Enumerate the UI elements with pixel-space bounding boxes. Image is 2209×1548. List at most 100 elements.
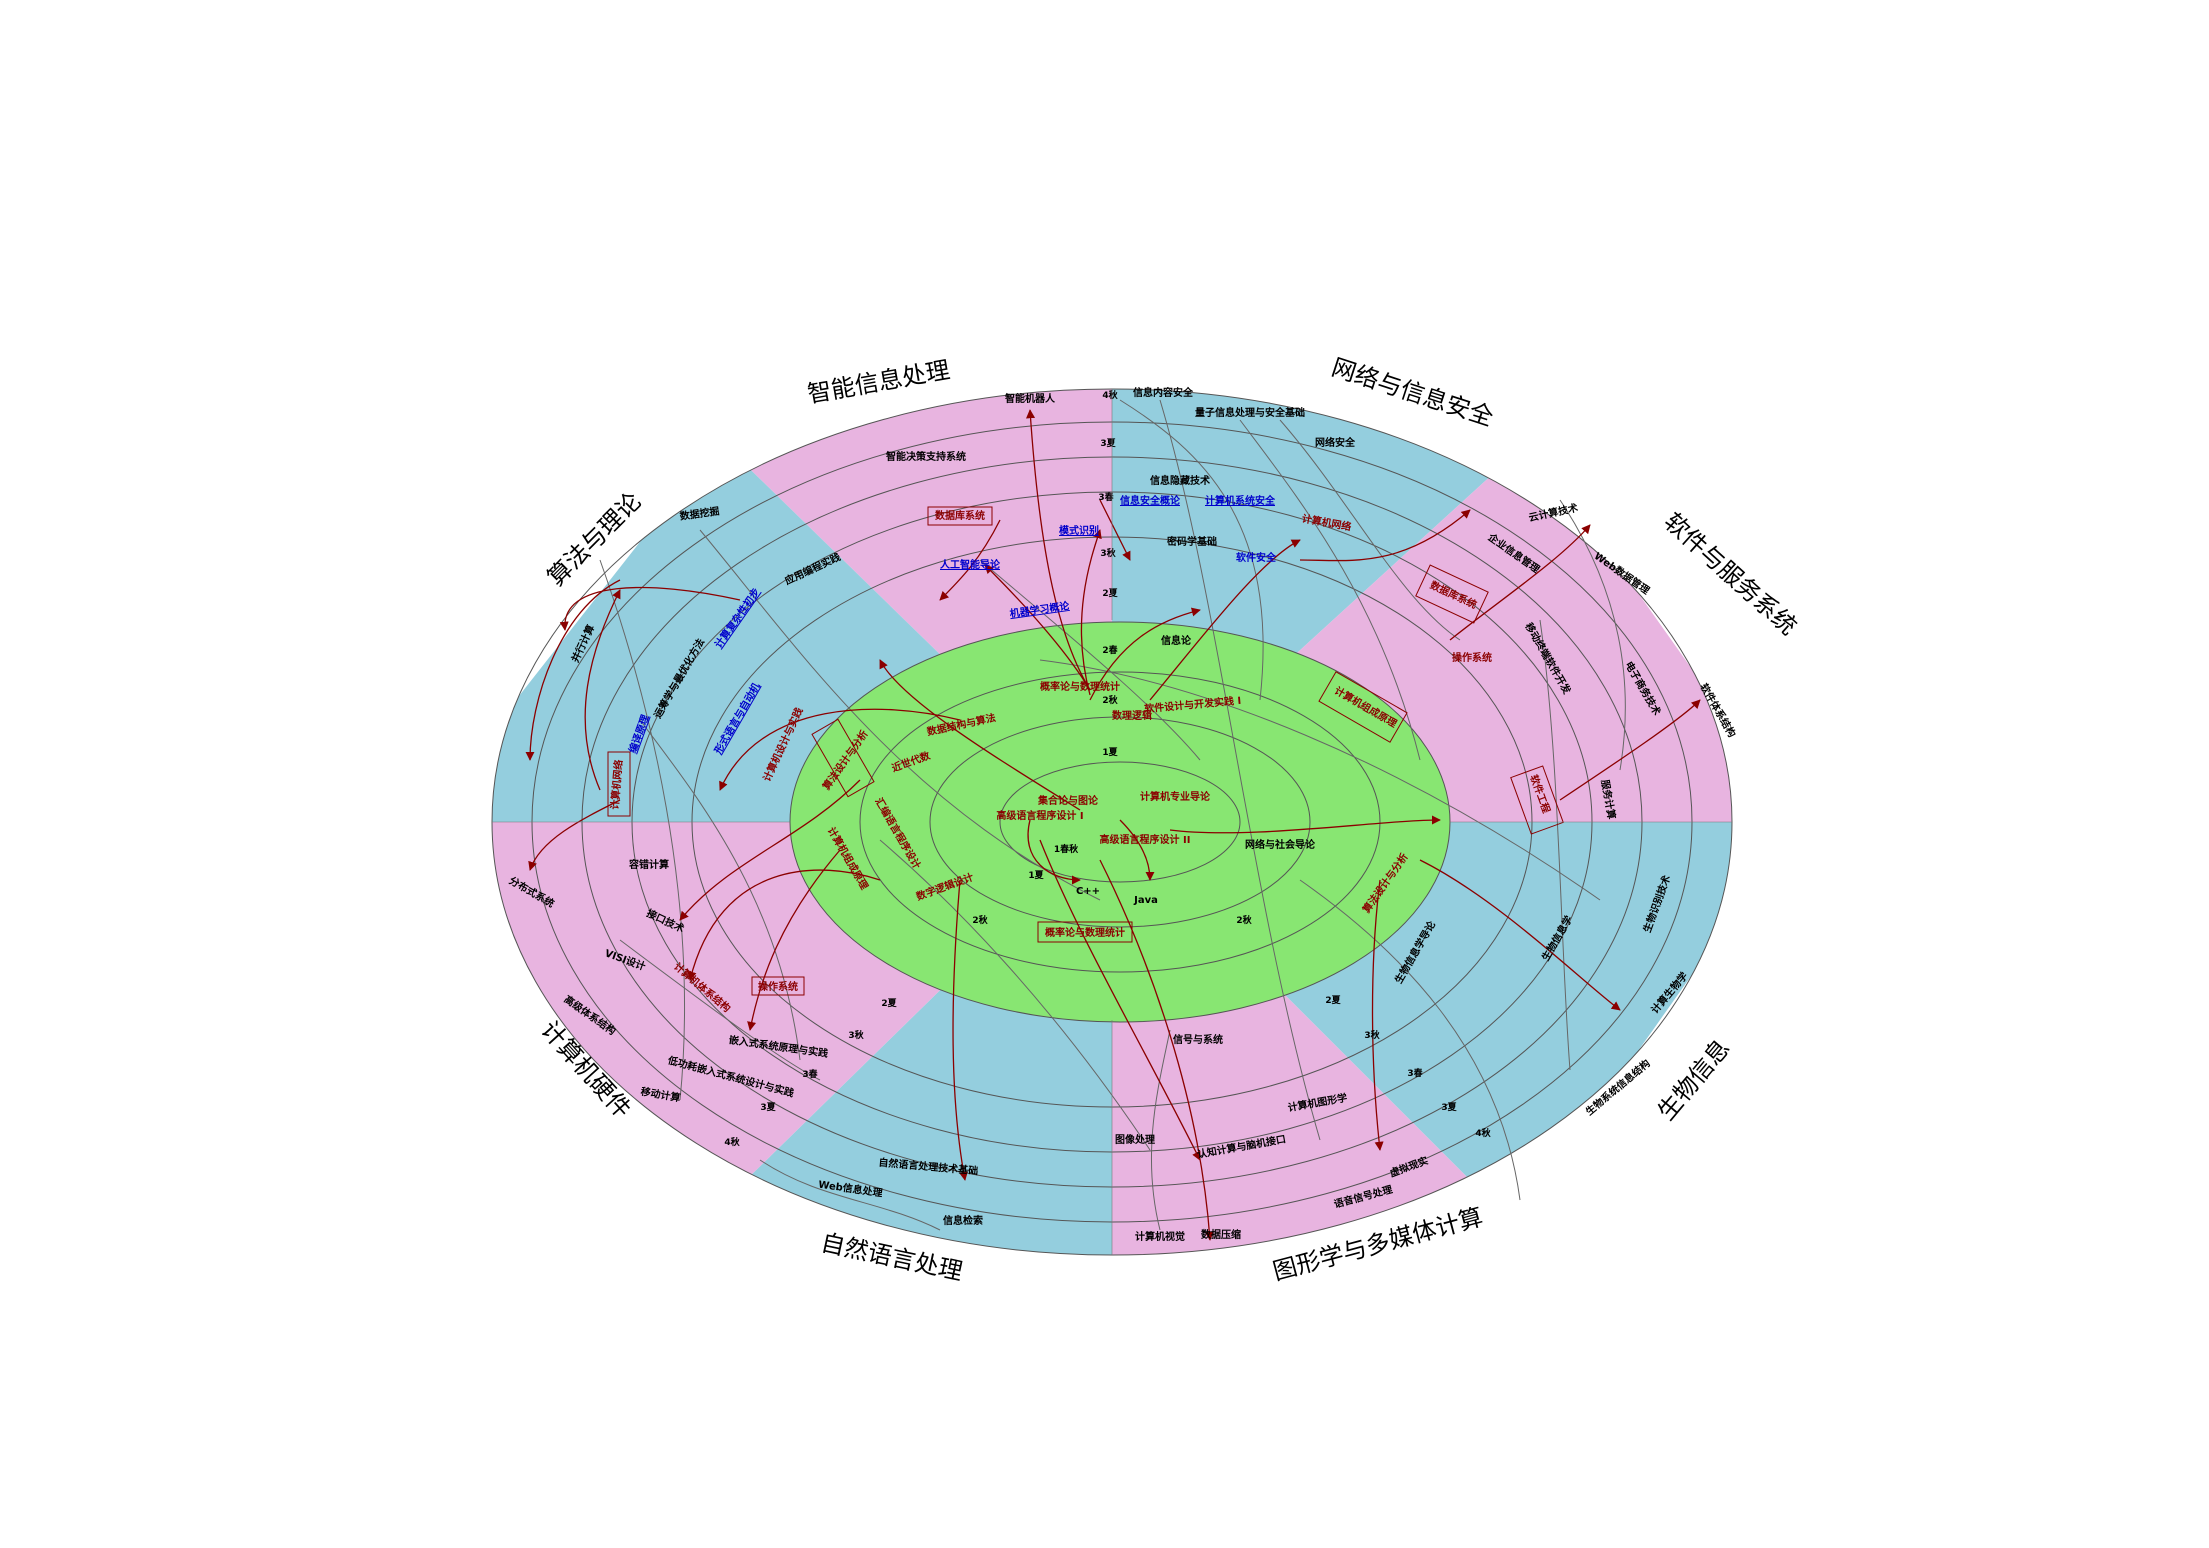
- arrow: [952, 879, 968, 1181]
- sector-title-network: 网络与信息安全: [1328, 353, 1496, 432]
- box-net-algo: [607, 751, 631, 817]
- arrow: [1419, 859, 1621, 1011]
- course-cryptography: 密码学基础: [1167, 535, 1217, 548]
- term-label: 2秋: [1102, 694, 1118, 706]
- term-label: 2秋: [972, 914, 988, 926]
- term-label: 1春秋: [1054, 843, 1079, 855]
- term-label: 4秋: [724, 1136, 740, 1148]
- connection-line: [759, 1159, 941, 1231]
- arrow: [747, 849, 841, 1031]
- course-hl-programming-2: 高级语言程序设计 II: [1100, 833, 1191, 846]
- term-label: 3秋: [1100, 547, 1116, 559]
- arrow: [1119, 819, 1155, 881]
- core-ring-inner: [999, 761, 1241, 883]
- arrow: [939, 519, 1001, 601]
- course-set-graph: 集合论与图论: [1037, 794, 1099, 807]
- box-db-software: [1415, 564, 1489, 624]
- course-hl-programming-1: 高级语言程序设计 I: [996, 809, 1083, 822]
- arrow: [1027, 819, 1081, 885]
- course-fault-tolerant: 容错计算: [628, 858, 669, 871]
- term-label: 1夏: [1028, 870, 1044, 881]
- grey-connections: [599, 399, 1626, 1231]
- arrow: [984, 564, 1091, 691]
- connection-line: [1119, 399, 1264, 701]
- sector-title-bio: 生物信息: [1652, 1034, 1735, 1126]
- term-label: 2夏: [881, 998, 897, 1009]
- arrow: [528, 799, 621, 871]
- box-compiler-org-software: [1318, 671, 1408, 743]
- course-image-processing: 图像处理: [1115, 1133, 1155, 1146]
- course-signals: 信号与系统: [1173, 1033, 1223, 1046]
- box-prob-core: [1037, 921, 1133, 943]
- course-pattern-recognition: 模式识别: [1059, 524, 1099, 537]
- arrow: [1099, 859, 1214, 1241]
- term-label: 3夏: [1100, 438, 1116, 449]
- arrow: [1039, 839, 1201, 1161]
- arrow: [584, 589, 621, 791]
- term-label: 2夏: [1102, 588, 1118, 599]
- course-ai-intro: 人工智能导论: [940, 558, 1001, 571]
- connection-line: [599, 559, 685, 1101]
- arrow: [1099, 499, 1131, 561]
- course-cpp: C++: [1076, 886, 1100, 897]
- connection-line: [879, 839, 1151, 1151]
- course-system-security: 计算机系统安全: [1205, 494, 1276, 507]
- term-label: 3春: [802, 1068, 818, 1080]
- term-label: 3秋: [848, 1029, 864, 1041]
- course-information-theory: 信息论: [1161, 634, 1192, 647]
- arrow: [1299, 509, 1471, 562]
- arrow: [1080, 529, 1102, 696]
- course-os-software: 操作系统: [1452, 651, 1492, 664]
- arrow: [559, 586, 741, 631]
- box-os-hardware: [751, 976, 805, 996]
- arrow: [719, 708, 961, 791]
- term-label: 4秋: [1102, 389, 1118, 401]
- term-label: 1夏: [1102, 747, 1118, 758]
- connection-line: [1159, 399, 1321, 1141]
- course-content-security: 信息内容安全: [1133, 386, 1194, 399]
- arrow: [1559, 699, 1701, 801]
- arrow: [879, 659, 1081, 811]
- course-boxes: [607, 506, 1564, 996]
- core-ring-mid: [929, 716, 1311, 928]
- box-algo-core: [811, 718, 875, 798]
- connection-line: [699, 529, 1101, 901]
- connection-line: [979, 559, 1201, 761]
- connection-line: [1539, 619, 1571, 1071]
- course-info-hiding: 信息隐藏技术: [1150, 474, 1210, 487]
- arrow: [1089, 607, 1201, 701]
- course-probability: 概率论与数理统计: [1040, 680, 1120, 693]
- course-java: Java: [1133, 895, 1158, 906]
- connection-line: [619, 939, 821, 1081]
- term-label: 3春: [1407, 1067, 1423, 1079]
- term-label: 2夏: [1325, 995, 1341, 1006]
- term-label: 2春: [1102, 644, 1118, 656]
- arrow: [687, 869, 881, 981]
- sector-title-software: 软件与服务系统: [1659, 507, 1803, 640]
- core-rings: [859, 671, 1381, 973]
- course-info-retrieval: 信息检索: [943, 1214, 983, 1227]
- prerequisite-arrows: [525, 409, 1701, 1241]
- arrow: [1026, 409, 1091, 691]
- course-network-algo: 计算机网络: [608, 759, 625, 810]
- arrow: [525, 579, 621, 761]
- course-database-intelligent: 数据库系统: [935, 509, 985, 522]
- course-cv: 计算机视觉: [1135, 1230, 1185, 1243]
- term-label: 3夏: [1441, 1102, 1457, 1113]
- box-db-intelligent: [927, 506, 993, 526]
- connection-line: [639, 719, 801, 1061]
- term-label: 3秋: [1364, 1029, 1380, 1041]
- course-software-security: 软件安全: [1236, 551, 1277, 564]
- course-decision-support: 智能决策支持系统: [886, 450, 966, 463]
- connection-line: [1150, 1029, 1171, 1231]
- course-intelligent-robot: 智能机器人: [1005, 392, 1056, 405]
- term-label: 3春: [1098, 491, 1114, 503]
- course-math-logic: 数理逻辑: [1112, 709, 1152, 722]
- connection-line: [1279, 419, 1461, 641]
- sector-dividers: [492, 389, 1732, 1255]
- course-probability-core: 概率论与数理统计: [1045, 926, 1125, 939]
- arrow: [1449, 524, 1591, 641]
- course-network-security: 网络安全: [1315, 436, 1356, 449]
